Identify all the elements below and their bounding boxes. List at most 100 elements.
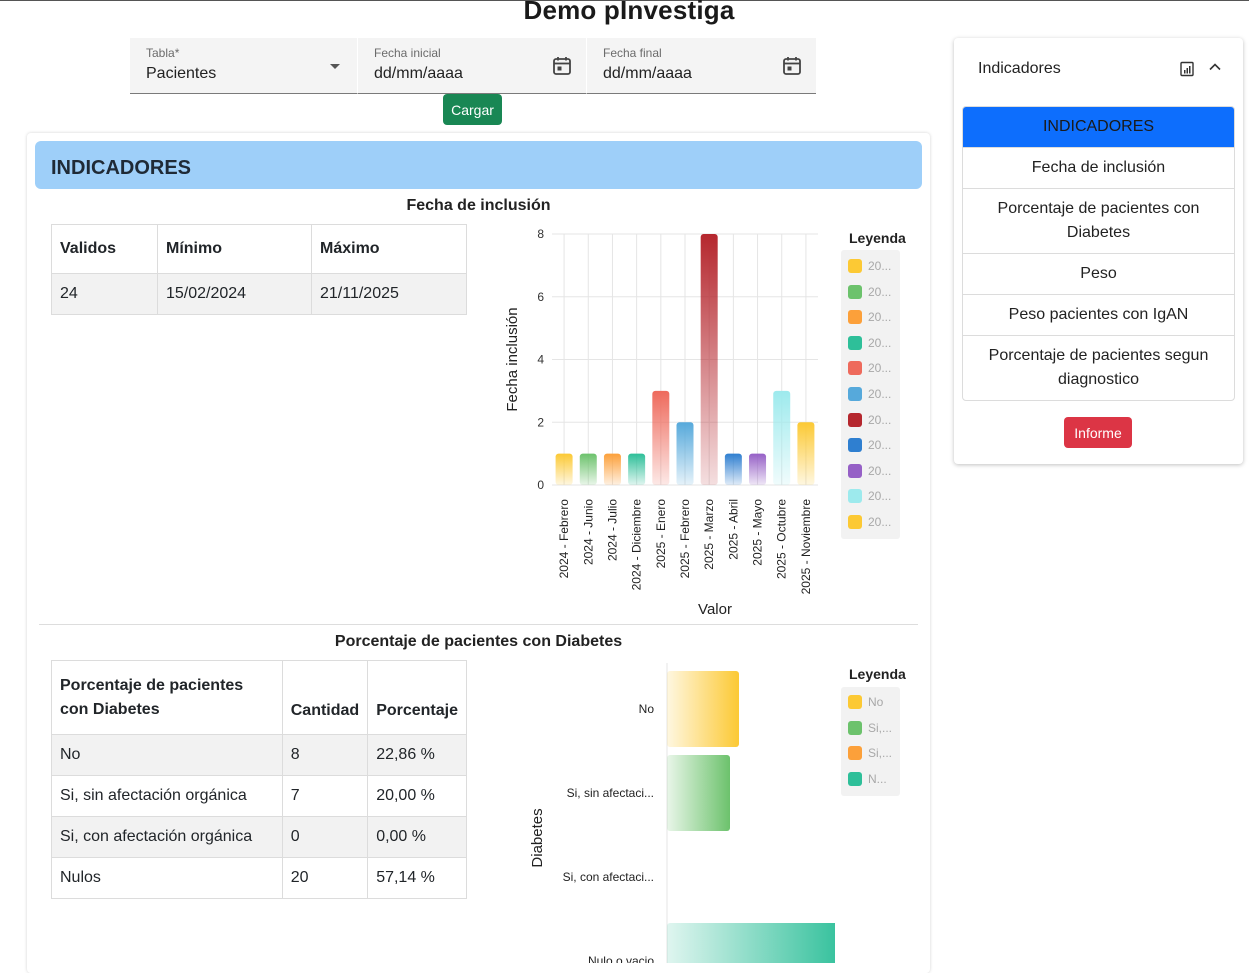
table-cell: Nulos xyxy=(51,857,283,899)
side-title: Indicadores xyxy=(978,60,1061,77)
table-cell: 7 xyxy=(281,775,369,817)
y-tick-label: Nulo o vacio xyxy=(588,954,654,963)
chart-icon[interactable] xyxy=(1179,61,1195,77)
fecha-final-field[interactable]: Fecha final dd/mm/aaaa xyxy=(587,38,816,94)
legend-label: 20... xyxy=(868,284,892,299)
table-cell: 22,86 % xyxy=(367,734,467,776)
bar[interactable] xyxy=(667,671,739,747)
report-button[interactable]: Informe xyxy=(1064,417,1132,448)
table-cell: Si, con afectación orgánica xyxy=(51,816,283,858)
load-button[interactable]: Cargar xyxy=(443,94,502,125)
indicator-item-peso[interactable]: Peso xyxy=(963,253,1234,294)
table-cell: 0,00 % xyxy=(367,816,467,858)
legend-label: 20... xyxy=(868,335,892,350)
indicators-card: INDICADORES Fecha de inclusión Validos M… xyxy=(27,133,930,973)
fecha-final-value: dd/mm/aaaa xyxy=(603,65,692,82)
indicator-item-peso-igan[interactable]: Peso pacientes con IgAN xyxy=(963,294,1234,335)
table-header: Mínimo xyxy=(157,224,312,274)
legend-label: 20... xyxy=(868,412,892,427)
legend-item[interactable]: 20... xyxy=(848,335,891,351)
tabla-select[interactable]: Tabla* Pacientes xyxy=(130,38,358,94)
filter-bar: Tabla* Pacientes Fecha inicial dd/mm/aaa… xyxy=(130,38,816,94)
bar[interactable] xyxy=(749,453,767,485)
legend-swatch xyxy=(848,746,862,761)
legend-item[interactable]: 20... xyxy=(848,360,891,376)
legend-item[interactable]: 20... xyxy=(848,463,891,479)
indicator-item-indicadores[interactable]: INDICADORES xyxy=(963,107,1234,147)
chevron-up-icon[interactable] xyxy=(1207,59,1223,75)
fecha-inicial-field[interactable]: Fecha inicial dd/mm/aaaa xyxy=(358,38,587,94)
legend-label: 20... xyxy=(868,310,892,325)
inclusion-bar-chart: 0 2 4 6 8 2024 - Febrero 2024 - Junio 2024 - Ju… xyxy=(504,227,818,618)
calendar-icon[interactable] xyxy=(552,56,572,76)
bar[interactable] xyxy=(797,422,815,485)
legend-item[interactable]: 20... xyxy=(848,284,891,300)
legend-label: N... xyxy=(868,771,887,786)
table-cell: Si, sin afectación orgánica xyxy=(51,775,283,817)
table-cell: 24 xyxy=(51,273,158,315)
tabla-value: Pacientes xyxy=(146,65,217,82)
x-tick-label: 2025 - Marzo xyxy=(702,499,716,570)
bar[interactable] xyxy=(555,453,573,485)
x-tick-label: 2025 - Mayo xyxy=(751,499,765,566)
legend-label: 20... xyxy=(868,463,892,478)
table-row: Si, con afectación orgánica 0 0,00 % xyxy=(51,816,467,858)
indicator-item-diabetes[interactable]: Porcentaje de pacientes con Diabetes xyxy=(963,188,1234,253)
bar[interactable] xyxy=(724,453,742,485)
legend-title: Leyenda xyxy=(849,666,906,682)
legend-item[interactable]: No xyxy=(848,694,883,710)
section-title-diabetes: Porcentaje de pacientes con Diabetes xyxy=(334,633,623,650)
legend-item[interactable]: 20... xyxy=(848,514,891,530)
table-header: Porcentaje xyxy=(367,660,467,735)
legend-swatch xyxy=(848,284,862,299)
legend-item[interactable]: N... xyxy=(848,771,887,787)
legend-item[interactable]: 20... xyxy=(848,258,891,274)
diabetes-table: Porcentaje de pacientes con Diabetes Can… xyxy=(51,660,467,899)
table-cell: No xyxy=(51,734,283,776)
bar[interactable] xyxy=(667,923,835,963)
legend-item[interactable]: 20... xyxy=(848,488,891,504)
legend-swatch xyxy=(848,259,862,273)
legend-item[interactable]: Si,... xyxy=(848,720,892,736)
legend-swatch xyxy=(848,489,862,504)
x-tick-label: 2024 - Junio xyxy=(581,499,595,565)
table-cell: 20,00 % xyxy=(367,775,467,817)
legend-label: 20... xyxy=(868,361,892,376)
bar[interactable] xyxy=(700,234,718,485)
indicator-list: INDICADORES Fecha de inclusión Porcentaj… xyxy=(962,106,1235,401)
x-axis-label: Valor xyxy=(698,601,732,618)
legend-label: Si,... xyxy=(868,746,893,761)
x-tick-label: 2024 - Febrero xyxy=(557,499,571,579)
legend-item[interactable]: 20... xyxy=(848,386,891,402)
bar[interactable] xyxy=(628,453,646,485)
table-cell: 21/11/2025 xyxy=(311,273,467,315)
y-axis-label: Fecha inclusión xyxy=(504,307,521,411)
bar[interactable] xyxy=(676,422,694,485)
y-tick-label: 4 xyxy=(537,353,544,367)
x-tick-label: 2025 - Noviembre xyxy=(799,499,813,595)
bar[interactable] xyxy=(603,453,621,485)
section-title-inclusion: Fecha de inclusión xyxy=(406,197,551,214)
legend-item[interactable]: 20... xyxy=(848,412,891,428)
legend-label: 20... xyxy=(868,259,892,273)
bar[interactable] xyxy=(667,755,730,831)
legend-label: 20... xyxy=(868,387,892,401)
dropdown-arrow-icon[interactable] xyxy=(325,56,345,76)
bar[interactable] xyxy=(652,390,670,485)
x-tick-label: 2025 - Enero xyxy=(654,499,668,569)
legend-item[interactable]: Si,... xyxy=(848,745,892,761)
table-cell: 8 xyxy=(281,734,369,776)
bar[interactable] xyxy=(579,453,597,485)
legend-item[interactable]: 20... xyxy=(848,437,891,453)
calendar-icon[interactable] xyxy=(782,56,802,76)
bar[interactable] xyxy=(773,390,791,485)
legend-swatch xyxy=(848,412,862,427)
indicator-item-fecha-inclusion[interactable]: Fecha de inclusión xyxy=(963,147,1234,188)
table-header: Validos xyxy=(51,224,158,274)
table-row: Nulos 20 57,14 % xyxy=(51,857,467,899)
section-divider xyxy=(39,624,918,625)
table-header: Cantidad xyxy=(281,660,369,735)
legend-item[interactable]: 20... xyxy=(848,309,891,325)
indicator-item-diagnostico[interactable]: Porcentaje de pacientes segun diagnostic… xyxy=(963,335,1234,400)
y-tick-label: Si, sin afectaci... xyxy=(567,786,654,800)
